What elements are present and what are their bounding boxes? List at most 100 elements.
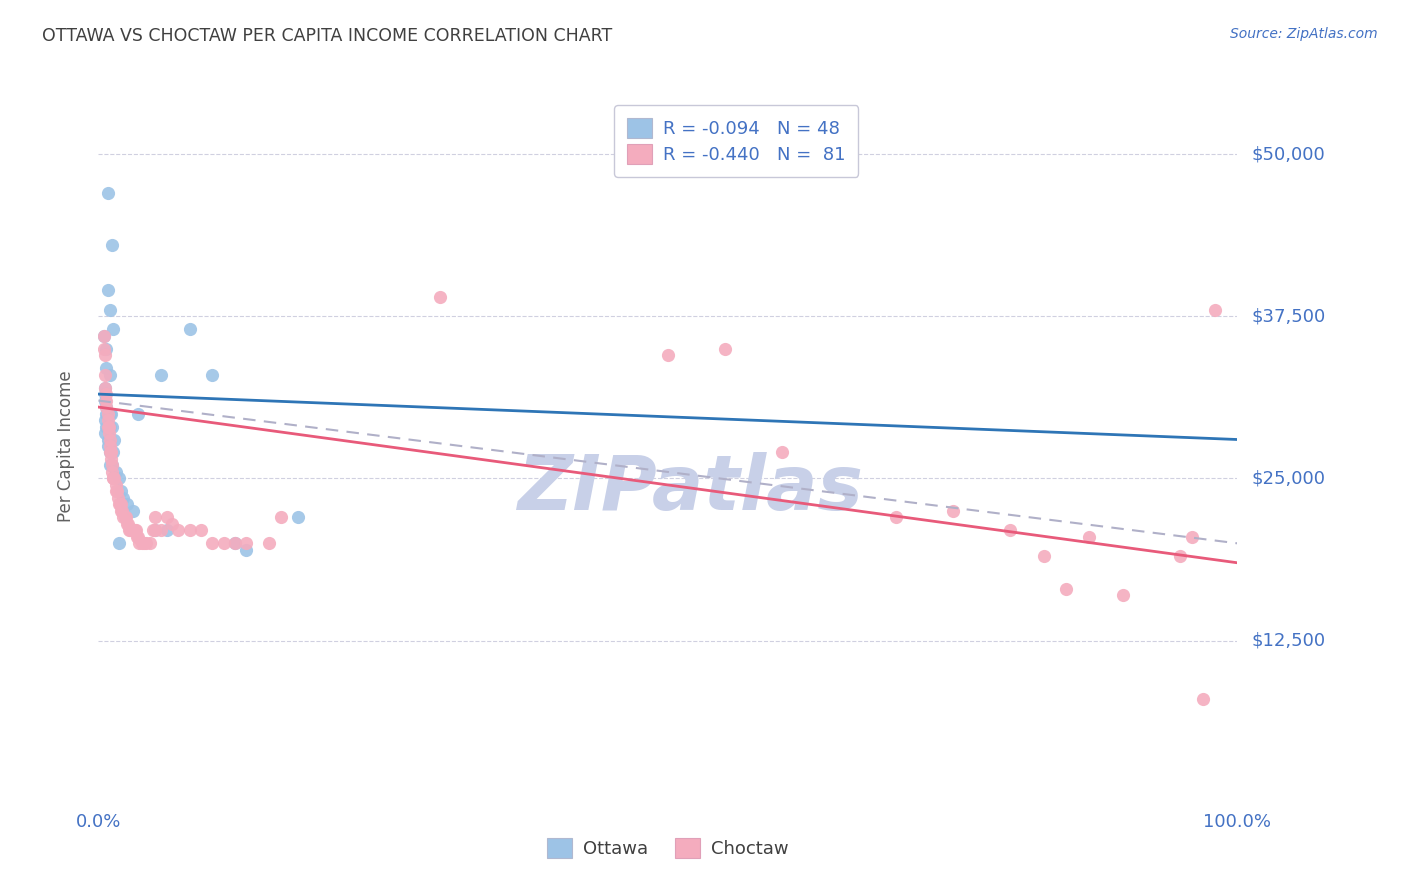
Point xyxy=(114,510,136,524)
Point xyxy=(98,445,121,459)
Point xyxy=(138,536,160,550)
Point xyxy=(167,524,190,538)
Point xyxy=(98,458,121,473)
Point xyxy=(162,516,184,531)
Point xyxy=(103,471,125,485)
Point xyxy=(98,433,121,447)
Point xyxy=(145,524,167,538)
Point xyxy=(942,504,965,518)
Text: $50,000: $50,000 xyxy=(1251,145,1324,163)
Point xyxy=(1112,588,1135,602)
Point xyxy=(96,407,118,421)
Point xyxy=(96,407,118,421)
Point xyxy=(884,510,907,524)
Point xyxy=(96,393,118,408)
Point xyxy=(224,536,246,550)
Point xyxy=(156,524,179,538)
Point xyxy=(120,524,142,538)
Point xyxy=(104,484,127,499)
Point xyxy=(108,536,131,550)
Point xyxy=(127,530,149,544)
Point xyxy=(93,342,115,356)
Point xyxy=(135,536,157,550)
Point xyxy=(103,471,125,485)
Point xyxy=(118,524,141,538)
Point xyxy=(998,524,1021,538)
Text: ZIPatlas: ZIPatlas xyxy=(517,452,863,525)
Point xyxy=(98,439,121,453)
Point xyxy=(224,536,246,550)
Point xyxy=(1181,530,1204,544)
Point xyxy=(94,425,117,440)
Point xyxy=(103,433,125,447)
Point xyxy=(100,445,122,459)
Point xyxy=(1170,549,1192,564)
Point xyxy=(121,524,143,538)
Y-axis label: Per Capita Income: Per Capita Income xyxy=(56,370,75,522)
Point xyxy=(110,484,132,499)
Point xyxy=(96,186,118,200)
Point xyxy=(108,471,131,485)
Point xyxy=(98,368,121,382)
Text: $25,000: $25,000 xyxy=(1251,469,1326,487)
Point xyxy=(128,536,150,550)
Point xyxy=(94,393,117,408)
Point xyxy=(96,407,118,421)
Point xyxy=(127,407,149,421)
Point xyxy=(103,471,125,485)
Point xyxy=(96,283,118,297)
Point xyxy=(1032,549,1054,564)
Point xyxy=(94,413,117,427)
Point xyxy=(131,536,153,550)
Point xyxy=(94,381,117,395)
Point xyxy=(124,524,146,538)
Point xyxy=(212,536,235,550)
Point xyxy=(115,497,138,511)
Point xyxy=(97,407,120,421)
Point xyxy=(96,419,118,434)
Point xyxy=(101,458,124,473)
Point xyxy=(259,536,281,550)
Point xyxy=(98,445,121,459)
Point xyxy=(1204,302,1226,317)
Point xyxy=(96,400,118,414)
Legend: Ottawa, Choctaw: Ottawa, Choctaw xyxy=(540,830,796,865)
Point xyxy=(201,536,224,550)
Point xyxy=(94,348,117,362)
Point xyxy=(96,413,118,427)
Point xyxy=(127,530,149,544)
Point xyxy=(101,458,124,473)
Point xyxy=(107,491,129,505)
Point xyxy=(714,342,737,356)
Point xyxy=(103,445,125,459)
Point xyxy=(657,348,679,362)
Point xyxy=(132,536,155,550)
Point xyxy=(96,361,118,376)
Point xyxy=(112,510,135,524)
Point xyxy=(142,524,165,538)
Point xyxy=(100,452,122,467)
Point xyxy=(287,510,309,524)
Point xyxy=(115,516,138,531)
Point xyxy=(110,497,132,511)
Text: $37,500: $37,500 xyxy=(1251,307,1326,326)
Point xyxy=(156,510,179,524)
Point xyxy=(94,381,117,395)
Point xyxy=(108,497,131,511)
Point xyxy=(93,328,115,343)
Point xyxy=(94,387,117,401)
Point xyxy=(429,290,451,304)
Point xyxy=(270,510,292,524)
Point xyxy=(101,465,124,479)
Point xyxy=(179,322,201,336)
Point xyxy=(104,465,127,479)
Point xyxy=(96,400,118,414)
Point xyxy=(112,491,135,505)
Text: OTTAWA VS CHOCTAW PER CAPITA INCOME CORRELATION CHART: OTTAWA VS CHOCTAW PER CAPITA INCOME CORR… xyxy=(42,27,613,45)
Point xyxy=(179,524,201,538)
Point xyxy=(96,387,118,401)
Point xyxy=(201,368,224,382)
Point xyxy=(150,368,173,382)
Point xyxy=(96,342,118,356)
Point xyxy=(96,419,118,434)
